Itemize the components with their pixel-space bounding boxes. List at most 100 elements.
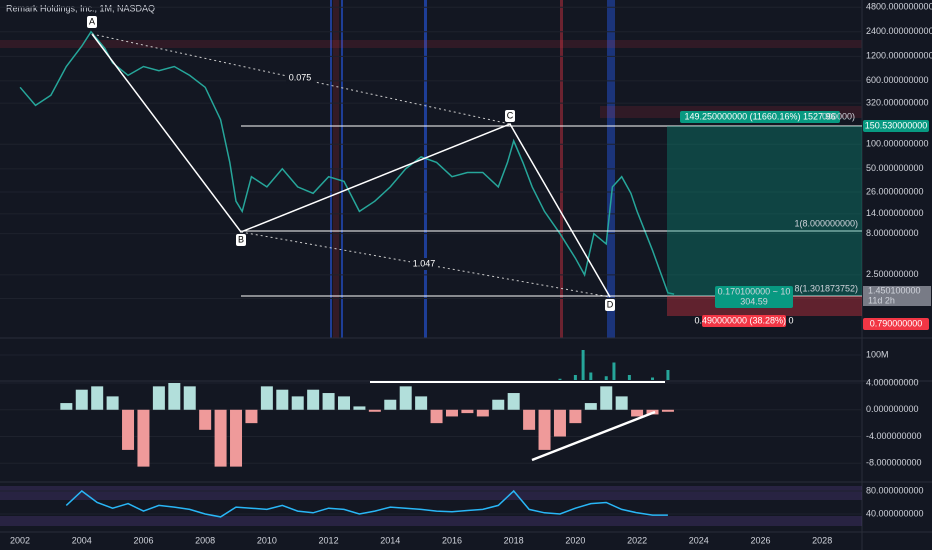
x-tick-label: 2012 [319,535,339,545]
y-tick-label: 4800.000000000 [866,2,932,12]
ratio-line [91,33,611,298]
y-tick-label: -4.000000000 [866,431,922,441]
x-tick-label: 2018 [504,535,524,545]
bar [558,378,562,380]
y-tick-label: 80.000000000 [866,485,924,495]
bar [589,372,593,380]
bar [651,377,655,380]
label-box [863,120,929,132]
bar [600,386,613,410]
bar [260,386,273,410]
bar [553,409,566,437]
bar [168,383,181,410]
bar [604,376,608,380]
annotation: 8(1.301873752) [794,283,858,293]
label-box [505,110,515,122]
annotation: C [507,110,514,120]
label-box [410,258,438,270]
x-tick-label: 2014 [380,535,400,545]
bar [476,409,489,417]
bar [573,375,577,380]
bar [75,389,88,410]
y-tick-label: 100M [866,349,889,359]
x-tick-label: 2026 [750,535,770,545]
y-tick-label: 26.000000000 [866,186,924,196]
bar [353,406,366,410]
y-tick-label: 40.000000000 [866,508,924,518]
x-tick-label: 2004 [72,535,92,545]
bar [276,389,289,410]
bar [584,403,597,410]
bar [627,375,631,380]
bar [661,409,674,412]
annotation: 000000) [822,111,855,121]
bar [199,409,212,430]
bar [214,409,227,467]
y-tick-label: 600.000000000 [866,75,929,85]
annotation: 304.59 [740,296,768,306]
bar [461,409,474,414]
bar [581,350,585,380]
bar [368,409,381,412]
bar [137,409,150,467]
x-tick-label: 2020 [565,535,585,545]
bar [307,389,320,410]
bar [106,396,119,410]
price-label: 1.450100000 [868,285,921,295]
bar [492,399,505,410]
x-tick-label: 2006 [133,535,153,545]
x-tick-label: 2028 [812,535,832,545]
label-box [863,286,931,306]
bar [615,396,628,410]
y-tick-label: 4.000000000 [866,377,919,387]
bar [445,409,458,417]
y-tick-label: -8.000000000 [866,458,922,468]
bar [415,396,428,410]
bar [430,409,443,424]
y-tick-label: 320.000000000 [866,97,929,107]
bar [538,409,551,450]
y-tick-label: 2.500000000 [866,269,919,279]
label-box [680,111,840,123]
bar [152,386,165,410]
x-tick-label: 2002 [10,535,30,545]
label-box [286,72,314,84]
y-tick-label: 100.000000000 [866,139,929,149]
annotation: 0.790000000 [870,318,923,328]
x-tick-label: 2010 [257,535,277,545]
rsi-band [0,486,862,500]
y-tick-label: 2400.000000000 [866,26,932,36]
annotation: D [607,299,614,309]
bar [60,403,73,410]
label-box [863,318,929,330]
bar [322,393,335,410]
bar [91,386,104,410]
series-line [19,30,675,295]
label-box [715,286,793,308]
trend-line [531,410,656,462]
bar [291,396,304,410]
pattern-line [91,33,611,298]
x-tick-label: 2024 [689,535,709,545]
bar [384,399,397,410]
annotation: 0.075 [289,72,312,82]
label-box [605,299,615,311]
bar [631,409,644,417]
y-tick-label: 1200.000000000 [866,51,932,61]
price-label: 11d 2h [868,295,895,305]
chart-title: Remark Holdings, Inc., 1M, NASDAQ [6,3,155,13]
bar [666,370,670,380]
y-tick-label: 14.000000000 [866,208,924,218]
target-zone [667,126,862,296]
y-tick-label: 8.000000000 [866,228,919,238]
annotation: B [238,234,244,244]
bar [612,362,616,380]
label-box [702,315,786,327]
annotation: 149.250000000 (11660.16%) 1527.96 [685,111,836,121]
y-tick-label: 50.000000000 [866,163,924,173]
bar [122,409,135,450]
annotation: 150.530000000 [865,120,928,130]
annotation: A [89,16,95,26]
rsi-band [0,516,862,526]
